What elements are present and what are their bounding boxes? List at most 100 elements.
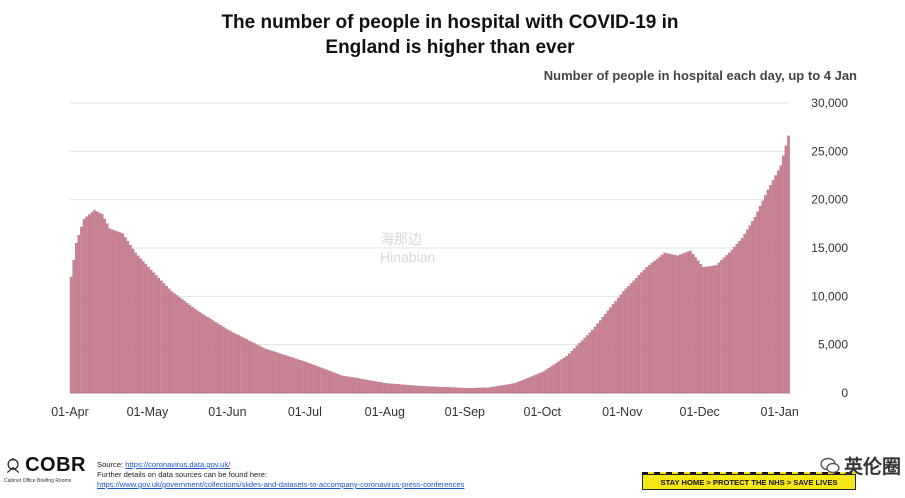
daily-bar <box>400 384 403 394</box>
daily-bar <box>513 383 517 394</box>
daily-bar <box>645 267 648 394</box>
daily-bar <box>155 275 158 394</box>
daily-bar <box>356 378 359 394</box>
daily-bar <box>219 325 223 394</box>
daily-bar <box>500 385 504 394</box>
daily-bar <box>281 354 284 394</box>
daily-bar <box>374 381 377 394</box>
daily-bar <box>586 335 589 394</box>
daily-bar <box>317 366 321 394</box>
daily-bar <box>330 371 334 394</box>
daily-bar <box>539 372 543 394</box>
watermark-line-1: 海那边 <box>380 231 422 247</box>
daily-bar <box>387 383 390 394</box>
daily-bar <box>173 293 176 394</box>
daily-bar <box>573 348 576 394</box>
daily-bar <box>144 264 148 394</box>
daily-bar <box>596 323 599 394</box>
daily-bar <box>526 377 530 394</box>
daily-bar <box>124 237 127 394</box>
daily-bar <box>704 266 708 394</box>
daily-bar <box>560 359 563 394</box>
daily-bar <box>524 378 527 394</box>
daily-bar <box>562 357 566 394</box>
daily-bar <box>183 301 186 394</box>
wechat-icon <box>820 457 840 473</box>
daily-bar <box>82 218 86 394</box>
daily-bar <box>147 267 150 394</box>
daily-bar <box>289 356 292 394</box>
daily-bar <box>508 384 512 394</box>
daily-bar <box>446 387 450 394</box>
daily-bar <box>784 145 788 394</box>
daily-bar <box>402 384 406 394</box>
daily-bar <box>433 386 437 394</box>
sources-block: Source: https://coronavirus.data.gov.uk/… <box>97 460 464 490</box>
daily-bar <box>397 384 401 394</box>
daily-bar <box>774 175 777 394</box>
daily-bar <box>616 297 620 394</box>
daily-bar <box>222 326 225 394</box>
daily-bar <box>521 380 524 394</box>
daily-bar <box>472 387 475 394</box>
daily-bar <box>407 385 411 394</box>
daily-bar <box>614 301 617 394</box>
daily-bar <box>653 260 656 394</box>
y-tick-label: 10,000 <box>811 289 848 303</box>
daily-bar <box>727 252 731 394</box>
daily-bar <box>462 387 465 394</box>
daily-bar <box>90 212 94 394</box>
daily-bar <box>296 359 300 394</box>
further-details-text: Further details on data sources can be f… <box>97 470 268 479</box>
daily-bar <box>782 155 785 394</box>
cobr-text: COBR <box>25 454 86 476</box>
details-link[interactable]: https://www.gov.uk/government/collection… <box>97 480 465 489</box>
daily-bar <box>309 363 313 394</box>
daily-bar <box>335 373 339 394</box>
daily-bar <box>598 320 602 394</box>
daily-bar <box>583 337 586 394</box>
daily-bar <box>547 368 550 394</box>
daily-bar <box>490 387 494 394</box>
daily-bar <box>660 254 664 394</box>
x-tick-label: 01-Oct <box>524 405 562 419</box>
daily-bar <box>271 350 274 394</box>
daily-bar <box>93 210 96 394</box>
daily-bar <box>743 233 746 394</box>
source-link[interactable]: https://coronavirus.data.gov.uk/ <box>125 460 231 469</box>
daily-bar <box>134 252 137 394</box>
daily-bar <box>410 385 414 394</box>
daily-bar <box>392 383 395 394</box>
daily-bar <box>77 234 81 394</box>
x-tick-label: 01-Jan <box>761 405 799 419</box>
daily-bar <box>511 383 514 394</box>
daily-bar <box>204 315 207 394</box>
daily-bar <box>307 362 310 394</box>
daily-bar <box>619 294 623 394</box>
daily-bar <box>459 387 463 394</box>
daily-bar <box>126 241 130 394</box>
daily-bar <box>694 257 697 394</box>
daily-bar <box>751 221 754 394</box>
daily-bar <box>196 310 199 394</box>
daily-bar <box>136 255 140 394</box>
daily-bar <box>578 343 581 394</box>
daily-bar <box>642 269 646 394</box>
daily-bar <box>121 233 124 394</box>
daily-bar <box>575 345 579 394</box>
daily-bar <box>712 265 715 394</box>
daily-bar <box>738 241 741 394</box>
daily-bar <box>415 385 419 394</box>
daily-bar <box>103 218 106 394</box>
daily-bar <box>678 254 682 394</box>
daily-bar <box>756 211 759 394</box>
daily-bar <box>160 280 163 394</box>
y-tick-label: 25,000 <box>811 144 848 158</box>
daily-bar <box>506 384 509 394</box>
daily-bar <box>686 251 690 394</box>
daily-bar <box>529 376 532 394</box>
daily-bar <box>366 380 370 394</box>
daily-bar <box>684 252 687 394</box>
daily-bar <box>131 248 135 394</box>
daily-bar <box>699 263 703 394</box>
